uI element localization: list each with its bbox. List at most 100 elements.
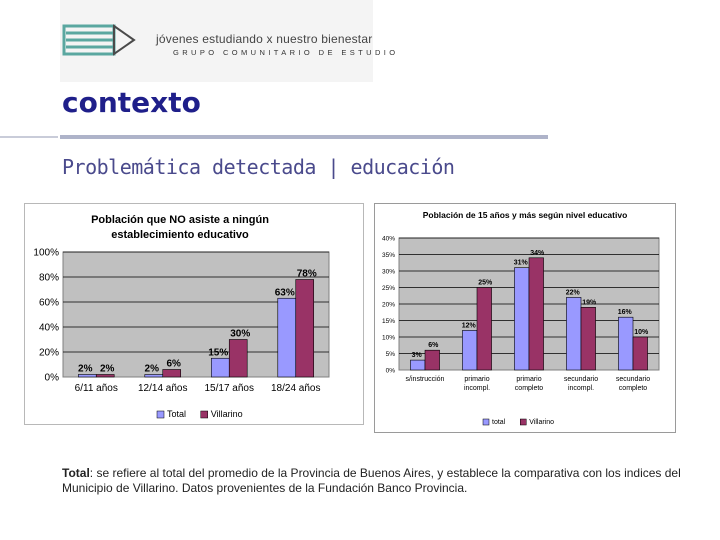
bar xyxy=(210,357,230,378)
data-label: 16% xyxy=(618,309,633,316)
bar xyxy=(162,369,182,378)
data-label: 6% xyxy=(167,359,182,370)
legend-swatch xyxy=(200,410,208,419)
chart-education-level-svg: Población de 15 años y más según nivel e… xyxy=(382,210,660,426)
x-tick-label: primario completo xyxy=(515,376,544,392)
y-tick-label: 0% xyxy=(386,367,396,374)
caption: Total: se refiere al total del promedio … xyxy=(62,466,702,496)
chart-title-line: establecimiento educativo xyxy=(111,229,249,241)
data-label: 25% xyxy=(478,280,493,287)
data-label: 30% xyxy=(230,329,250,340)
x-tick-label-line: 6/11 años xyxy=(75,383,118,394)
bar xyxy=(476,287,492,371)
legend-label: total xyxy=(492,419,506,426)
bar xyxy=(228,339,248,378)
y-tick-label: 15% xyxy=(382,318,395,325)
y-tick-label: 0% xyxy=(45,373,60,384)
pencil-logo-icon xyxy=(62,24,136,56)
x-tick-label: 15/17 años xyxy=(205,383,255,394)
legend-swatch xyxy=(482,418,490,426)
page-title: contexto xyxy=(62,86,201,119)
y-tick-label: 35% xyxy=(382,252,395,259)
data-label: 2% xyxy=(100,364,115,375)
x-tick-label: primario incompl. xyxy=(464,376,490,392)
y-tick-label: 30% xyxy=(382,268,395,275)
legend-label: Villarino xyxy=(211,409,243,419)
y-tick-label: 10% xyxy=(382,334,395,341)
data-label: 10% xyxy=(634,329,649,336)
bar xyxy=(580,307,596,371)
x-tick-label-line: s/instrucción xyxy=(406,376,445,383)
chart-attendance-svg: Población que NO asiste a ningún establec… xyxy=(33,214,330,419)
data-label: 15% xyxy=(208,347,228,358)
x-tick-label-line: primario xyxy=(464,376,489,383)
x-tick-label-line: secundario xyxy=(616,376,650,383)
data-label: 78% xyxy=(297,269,317,280)
bar xyxy=(424,349,440,371)
x-tick-label-line: primario xyxy=(516,376,541,383)
bar xyxy=(95,374,115,378)
x-tick-label: 6/11 años xyxy=(75,383,118,394)
chart-title-line: Población que NO asiste a ningún xyxy=(91,214,269,226)
side-divider xyxy=(0,136,58,138)
legend-label: Total xyxy=(167,409,186,419)
data-label: 19% xyxy=(582,299,597,306)
x-tick-label-line: incompl. xyxy=(464,385,490,392)
chart-title-line: Población de 15 años y más según nivel e… xyxy=(423,210,628,220)
bar xyxy=(514,267,530,371)
x-tick-label: secundario incompl. xyxy=(564,376,598,392)
bar xyxy=(277,297,297,378)
y-tick-label: 5% xyxy=(386,351,396,358)
y-tick-label: 40% xyxy=(382,235,395,242)
data-label: 2% xyxy=(78,364,93,375)
y-tick-label: 40% xyxy=(39,323,59,334)
data-label: 6% xyxy=(428,342,439,349)
bar xyxy=(295,279,315,378)
bar xyxy=(462,330,478,371)
bar xyxy=(77,374,97,378)
logo-slogan: jóvenes estudiando x nuestro bienestar xyxy=(156,32,373,46)
x-tick-label-line: 15/17 años xyxy=(205,383,255,394)
legend-label: Villarino xyxy=(529,419,554,426)
logo-group-name: GRUPO COMUNITARIO DE ESTUDIO xyxy=(173,48,399,57)
data-label: 34% xyxy=(530,250,545,257)
page-subtitle: Problemática detectada | educación xyxy=(62,155,455,179)
caption-bold: Total xyxy=(62,466,90,480)
data-label: 3% xyxy=(412,352,423,359)
data-label: 22% xyxy=(566,289,581,296)
x-tick-label: 12/14 años xyxy=(138,383,188,394)
data-label: 63% xyxy=(275,287,295,298)
y-tick-label: 80% xyxy=(39,273,59,284)
x-tick-label: s/instrucción xyxy=(406,376,445,383)
y-tick-label: 20% xyxy=(39,348,59,359)
x-tick-label-line: completo xyxy=(619,385,648,392)
legend-swatch xyxy=(520,418,527,426)
caption-text: : se refiere al total del promedio de la… xyxy=(62,466,681,495)
y-tick-label: 100% xyxy=(33,248,59,259)
chart-title: Población de 15 años y más según nivel e… xyxy=(423,210,628,220)
legend-swatch xyxy=(156,410,165,419)
x-tick-label-line: completo xyxy=(515,385,544,392)
chart-title: Población que NO asiste a ningún establec… xyxy=(91,214,269,241)
x-tick-label-line: incompl. xyxy=(568,385,594,392)
data-label: 2% xyxy=(145,364,160,375)
chart-education-level: Población de 15 años y más según nivel e… xyxy=(374,203,676,433)
x-tick-label-line: secundario xyxy=(564,376,598,383)
x-tick-label: 18/24 años xyxy=(271,383,321,394)
logo: jóvenes estudiando x nuestro bienestar G… xyxy=(60,0,395,82)
x-tick-label-line: 18/24 años xyxy=(271,383,321,394)
bar xyxy=(632,336,648,371)
x-tick-label-line: 12/14 años xyxy=(138,383,188,394)
bar xyxy=(410,359,426,371)
x-tick-label: secundario completo xyxy=(616,376,650,392)
bar xyxy=(528,257,544,371)
title-divider xyxy=(60,135,548,139)
chart-attendance: Población que NO asiste a ningún establec… xyxy=(24,203,364,425)
bar xyxy=(144,374,164,378)
bar xyxy=(566,297,582,371)
y-tick-label: 60% xyxy=(39,298,59,309)
bar xyxy=(618,316,634,371)
data-label: 12% xyxy=(462,322,477,329)
y-tick-label: 20% xyxy=(382,301,395,308)
data-label: 31% xyxy=(514,260,529,267)
